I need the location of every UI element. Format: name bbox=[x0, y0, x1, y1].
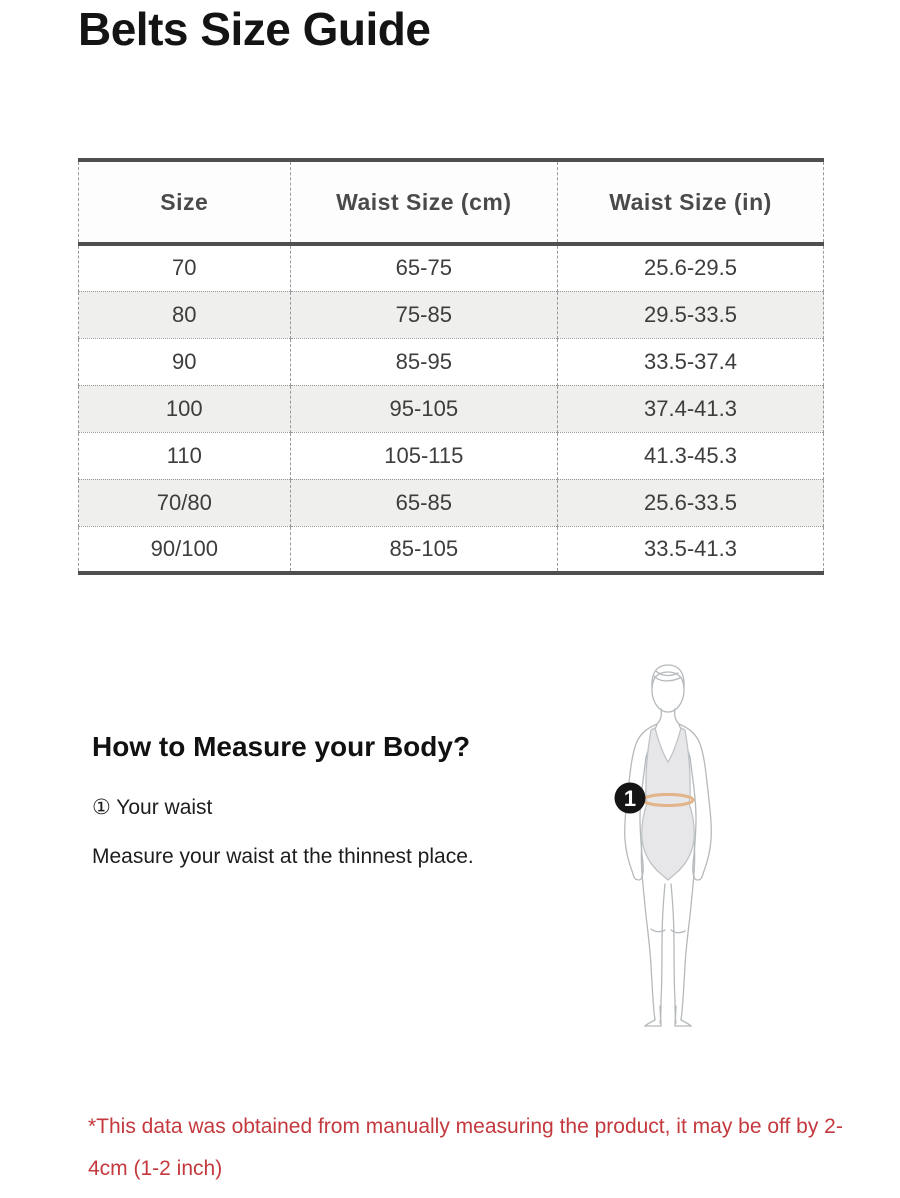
cell-waist-in: 33.5-37.4 bbox=[557, 338, 824, 386]
table-header-row: Size Waist Size (cm) Waist Size (in) bbox=[78, 160, 824, 246]
cell-size: 110 bbox=[78, 432, 291, 480]
measure-section-heading: How to Measure your Body? bbox=[92, 731, 471, 762]
table-row: 90/100 85-105 33.5-41.3 bbox=[78, 526, 824, 573]
cell-size: 70 bbox=[78, 244, 291, 292]
cell-waist-in: 41.3-45.3 bbox=[557, 432, 824, 480]
cell-waist-cm: 75-85 bbox=[289, 291, 559, 339]
cell-waist-cm: 65-75 bbox=[289, 244, 559, 292]
cell-size: 90/100 bbox=[78, 526, 291, 573]
cell-waist-in: 29.5-33.5 bbox=[557, 291, 824, 339]
table-row: 110 105-115 41.3-45.3 bbox=[78, 432, 824, 480]
cell-waist-cm: 65-85 bbox=[289, 479, 559, 527]
table-row: 80 75-85 29.5-33.5 bbox=[78, 291, 824, 339]
measurement-disclaimer: *This data was obtained from manually me… bbox=[88, 1115, 843, 1180]
cell-size: 100 bbox=[78, 385, 291, 433]
cell-waist-in: 37.4-41.3 bbox=[557, 385, 824, 433]
cell-waist-in: 33.5-41.3 bbox=[557, 526, 824, 573]
measure-step-label: ① Your waist bbox=[92, 796, 213, 819]
cell-size: 70/80 bbox=[78, 479, 291, 527]
table-row: 70/80 65-85 25.6-33.5 bbox=[78, 479, 824, 527]
cell-size: 90 bbox=[78, 338, 291, 386]
column-header-size: Size bbox=[78, 160, 291, 246]
body-measurement-diagram: 1 bbox=[614, 664, 712, 1027]
cell-waist-in: 25.6-33.5 bbox=[557, 479, 824, 527]
measure-step-description: Measure your waist at the thinnest place… bbox=[92, 845, 474, 868]
cell-waist-cm: 85-105 bbox=[289, 526, 559, 573]
step-1-badge: 1 bbox=[614, 782, 646, 814]
svg-text:1: 1 bbox=[624, 786, 636, 811]
table-row: 70 65-75 25.6-29.5 bbox=[78, 244, 824, 292]
column-header-waist-cm: Waist Size (cm) bbox=[289, 160, 559, 246]
table-row: 90 85-95 33.5-37.4 bbox=[78, 338, 824, 386]
column-header-waist-in: Waist Size (in) bbox=[557, 160, 824, 246]
size-guide-table: Size Waist Size (cm) Waist Size (in) 70 … bbox=[78, 158, 824, 575]
cell-waist-cm: 95-105 bbox=[289, 385, 559, 433]
cell-waist-in: 25.6-29.5 bbox=[557, 244, 824, 292]
cell-waist-cm: 105-115 bbox=[289, 432, 559, 480]
page-title: Belts Size Guide bbox=[78, 3, 431, 55]
table-row: 100 95-105 37.4-41.3 bbox=[78, 385, 824, 433]
cell-size: 80 bbox=[78, 291, 291, 339]
cell-waist-cm: 85-95 bbox=[289, 338, 559, 386]
